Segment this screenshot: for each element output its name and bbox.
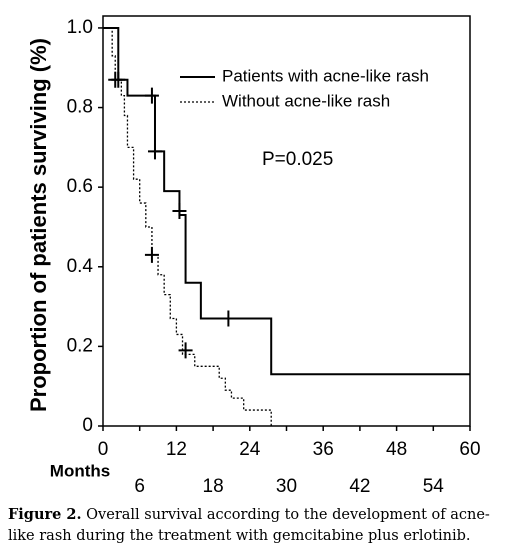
y-tick-label: 0.2 [67,335,93,356]
x-tick-label: 36 [313,439,334,460]
x-tick-label: 0 [98,439,109,460]
annotation: P=0.025 [262,149,333,170]
caption-label: Figure 2. [8,506,82,523]
y-tick-label: 0.4 [67,256,94,277]
censor-mark [172,203,187,220]
y-tick-label: 0.8 [67,97,93,118]
x-tick-label: 30 [276,476,297,497]
censor-mark [144,87,159,104]
y-axis-label: Proportion of patients surviving (%) [26,38,51,412]
x-tick-label: 54 [423,476,445,497]
legend-label: Patients with acne-like rash [222,66,429,85]
y-tick-label: 0 [82,415,93,436]
x-tick-label: 48 [386,439,407,460]
chart: Proportion of patients surviving (%) Mon… [26,15,481,497]
censor-mark [144,246,159,263]
y-tick-label: 0.6 [67,176,93,197]
censor-mark [221,310,236,327]
caption: Figure 2. Overall survival according to … [8,504,498,547]
censor-mark [178,342,193,359]
censor-mark [108,71,123,88]
x-tick-label: 42 [349,476,370,497]
x-tick-label: 60 [459,439,480,460]
survival-line [103,26,470,376]
caption-text: Overall survival according to the develo… [8,507,490,544]
x-axis-label: Months [50,461,110,480]
censor-mark [147,143,162,160]
x-tick-label: 12 [166,439,187,460]
y-tick-label: 1.0 [67,17,93,38]
survival-line [103,27,272,426]
x-tick-label: 24 [239,439,261,460]
legend-label: Without acne-like rash [222,91,390,110]
x-tick-label: 18 [203,476,224,497]
x-tick-label: 6 [134,476,145,497]
